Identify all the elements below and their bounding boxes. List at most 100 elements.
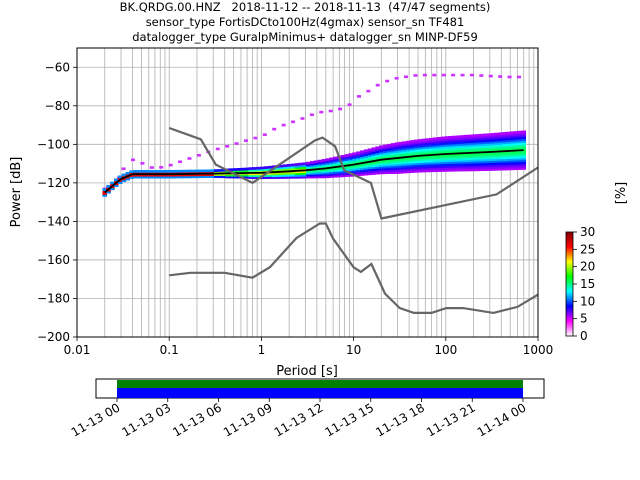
psd-cell [290,175,296,179]
psd-cell [413,141,419,145]
psd-cell [475,166,480,170]
psd-cell [425,144,430,147]
psd-cell [406,168,411,172]
psd-cell [244,169,250,173]
y-tick-label: −160 [37,253,70,267]
psd-cell [217,169,223,172]
psd-cell [433,161,438,165]
psd-cell [463,163,469,166]
psd-cell [452,141,457,145]
psd-cell [294,170,300,174]
psd-cell [448,157,453,161]
psd-cell [367,154,373,158]
psd-cell [456,149,461,152]
psd-cell [509,146,515,150]
psd-cell [359,157,365,161]
psd-cell [352,152,357,156]
psd-cell [359,156,365,159]
psd-cell [310,166,315,170]
psd-cell [402,160,407,164]
psd-cell [121,179,127,183]
psd-cell [160,173,165,177]
magenta-band-cell [281,123,286,127]
psd-cell [433,154,438,158]
psd-cell [509,165,515,169]
psd-cell [383,161,388,165]
psd-cell [463,149,469,153]
psd-cell [494,142,500,146]
psd-cell [375,146,380,150]
psd-cell [352,164,357,167]
psd-cell [140,175,146,179]
psd-cell [379,171,384,175]
psd-cell [102,192,108,195]
psd-cell [352,156,357,159]
psd-cell [482,158,488,162]
psd-cell [359,167,365,171]
psd-cell [509,140,515,144]
psd-cell [394,165,400,169]
psd-cell [429,141,434,145]
psd-cell [444,140,450,143]
psd-cell [498,140,503,143]
psd-cell [102,188,108,192]
psd-cell [379,145,384,149]
psd-cell [425,161,430,165]
psd-cell [471,160,477,164]
psd-cell [429,159,434,163]
psd-cell [509,152,515,156]
psd-cell [475,164,480,168]
psd-cell [321,159,327,162]
psd-cell [459,152,465,156]
psd-cell [321,168,327,171]
psd-cell [171,173,177,177]
psd-cell [448,139,453,143]
psd-cell [490,168,496,171]
psd-cell [463,155,469,159]
psd-cell [471,134,477,138]
psd-cell [409,170,415,173]
psd-cell [210,169,215,173]
psd-cell [344,174,350,177]
psd-cell [506,163,511,167]
psd-cell [163,170,169,173]
psd-cell [409,166,415,170]
psd-cell [498,144,503,147]
psd-cell [475,137,480,141]
psd-cell [436,150,442,153]
psd-cell [225,175,231,179]
psd-cell [475,153,480,156]
psd-cell [379,160,384,163]
psd-cell [471,145,477,149]
psd-cell [406,158,411,162]
psd-cell [367,170,373,174]
psd-cell [456,164,461,168]
psd-cell [456,141,461,145]
psd-cell [482,147,488,150]
psd-cell [502,156,507,160]
psd-cell [475,160,480,164]
psd-cell [463,166,469,170]
psd-cell [213,171,219,174]
nhnm-line [168,126,538,220]
psd-cell [340,170,346,174]
psd-cell [290,165,296,169]
psd-cell [409,145,415,149]
psd-cell [356,165,361,169]
psd-cell [386,163,392,167]
psd-cell [248,172,254,176]
psd-cell [394,159,400,163]
colorbar-label: [%] [614,182,629,205]
psd-cell [421,163,427,167]
psd-cell [413,149,419,152]
psd-cell [456,166,461,170]
psd-cell [521,149,527,153]
psd-cell [140,173,146,177]
psd-cell [417,158,423,161]
psd-cell [521,165,527,168]
psd-cell [490,158,496,162]
psd-cell [425,169,430,173]
psd-cell [475,158,480,162]
psd-cell [448,135,453,139]
